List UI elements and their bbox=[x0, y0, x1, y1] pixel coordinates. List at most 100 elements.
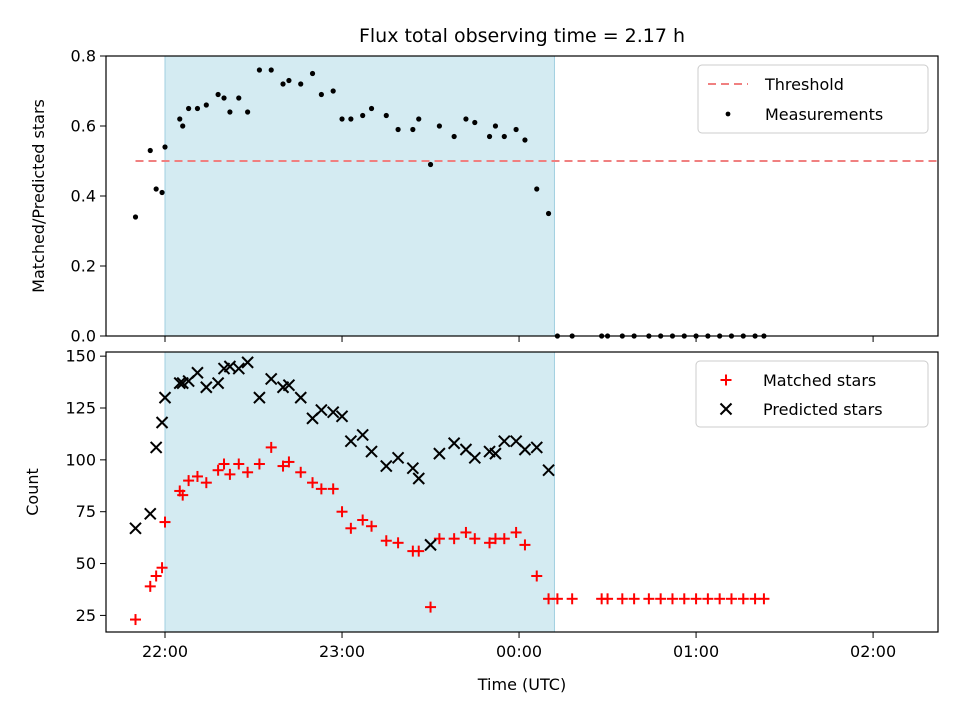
measurement-point bbox=[194, 105, 201, 112]
predicted-point bbox=[391, 451, 405, 464]
matched-point bbox=[283, 456, 295, 468]
predicted-point bbox=[155, 416, 169, 429]
legend-measurements-label: Measurements bbox=[765, 105, 883, 124]
predicted-point bbox=[129, 522, 142, 535]
matched-point bbox=[678, 593, 690, 605]
x-tick-label: 02:00 bbox=[850, 642, 896, 661]
matched-point bbox=[253, 458, 265, 470]
matched-point bbox=[702, 593, 714, 605]
matched-point bbox=[130, 614, 142, 626]
cross-b bbox=[424, 538, 437, 552]
bottom-y-tick-label: 100 bbox=[65, 450, 96, 469]
predicted-point bbox=[253, 391, 266, 404]
cross-b bbox=[447, 437, 461, 450]
legend-matched-swatch bbox=[720, 374, 732, 386]
matched-point bbox=[183, 475, 195, 487]
matched-point bbox=[737, 593, 749, 605]
count-points bbox=[129, 356, 770, 626]
matched-point bbox=[628, 593, 640, 605]
measurement-point bbox=[348, 116, 354, 122]
measurement-point bbox=[203, 102, 209, 108]
matched-point bbox=[242, 466, 254, 478]
matched-point bbox=[433, 533, 445, 545]
x-tick-label: 01:00 bbox=[673, 642, 719, 661]
predicted-point bbox=[344, 434, 358, 448]
matched-point bbox=[566, 593, 578, 605]
cross-b bbox=[468, 451, 482, 464]
predicted-point bbox=[447, 437, 461, 450]
predicted-point bbox=[326, 405, 340, 419]
cross-b bbox=[380, 459, 393, 473]
matched-point bbox=[469, 533, 481, 545]
matched-point bbox=[531, 570, 543, 582]
legend-predicted-swatch bbox=[719, 402, 733, 416]
cross-b bbox=[144, 507, 157, 520]
measurement-point bbox=[180, 123, 186, 129]
measurement-point bbox=[545, 210, 552, 217]
legend-predicted-marker bbox=[719, 402, 733, 416]
cross-b bbox=[433, 447, 446, 460]
predicted-point bbox=[530, 441, 543, 454]
cross-b bbox=[241, 356, 254, 369]
measurement-point bbox=[221, 95, 227, 101]
matched-point bbox=[666, 593, 678, 605]
matched-point bbox=[156, 562, 168, 574]
matched-point bbox=[366, 520, 378, 532]
measurement-point bbox=[330, 88, 336, 94]
measurement-point bbox=[486, 133, 493, 140]
cross-b bbox=[326, 405, 340, 419]
cross-b bbox=[200, 381, 213, 394]
matched-point bbox=[380, 535, 392, 547]
x-tick-label: 00:00 bbox=[496, 642, 542, 661]
matched-point bbox=[448, 533, 460, 545]
cross-b bbox=[173, 376, 186, 390]
cross-b bbox=[412, 472, 425, 485]
bottom-y-axis-label: Count bbox=[23, 468, 42, 516]
top-y-tick-label: 0.0 bbox=[71, 327, 96, 346]
measurement-point bbox=[360, 112, 366, 119]
top-y-tick-label: 0.8 bbox=[71, 47, 96, 66]
measurement-point bbox=[298, 81, 304, 87]
bottom-axes-frame bbox=[105, 351, 939, 633]
measurement-point bbox=[215, 91, 221, 98]
matched-point bbox=[177, 489, 189, 501]
cross-b bbox=[459, 443, 473, 456]
measurement-point bbox=[436, 123, 442, 129]
cross-b bbox=[719, 402, 733, 416]
matched-point bbox=[616, 593, 628, 605]
measurement-point bbox=[318, 91, 324, 98]
predicted-point bbox=[424, 538, 437, 552]
matched-point bbox=[392, 537, 404, 549]
measurement-point bbox=[463, 116, 469, 122]
cross-b bbox=[518, 443, 532, 456]
predicted-point bbox=[433, 447, 446, 460]
bottom-ticks: 25 50 75 100 125 150 22:00 23:00 00:00 01:00 02:00 bbox=[65, 347, 896, 661]
cross-b bbox=[315, 403, 328, 417]
top-y-tick-label: 0.4 bbox=[71, 187, 96, 206]
chart-title: Flux total observing time = 2.17 h bbox=[359, 25, 685, 47]
predicted-point bbox=[265, 372, 278, 386]
predicted-point bbox=[191, 366, 204, 379]
predicted-point bbox=[211, 376, 225, 390]
cross-b bbox=[365, 445, 378, 458]
measurement-point bbox=[451, 133, 457, 140]
predicted-point bbox=[294, 391, 307, 404]
measurement-point bbox=[227, 109, 233, 115]
measurement-point bbox=[245, 109, 251, 115]
measurement-point bbox=[522, 137, 528, 143]
cross-b bbox=[498, 434, 511, 448]
measurement-point bbox=[368, 105, 375, 112]
measurement-point bbox=[534, 186, 540, 192]
predicted-point bbox=[144, 507, 157, 520]
cross-b bbox=[335, 410, 349, 423]
cross-b bbox=[129, 522, 142, 535]
top-ticks: 0.0 0.2 0.4 0.6 0.8 bbox=[71, 47, 874, 346]
top-shaded-interval bbox=[164, 55, 555, 337]
measurement-point bbox=[501, 133, 507, 140]
measurement-point bbox=[383, 112, 389, 119]
measurement-point bbox=[286, 77, 292, 84]
predicted-point bbox=[232, 362, 245, 375]
matched-point bbox=[315, 483, 327, 495]
measurement-point bbox=[427, 161, 434, 168]
matched-point bbox=[425, 601, 437, 613]
